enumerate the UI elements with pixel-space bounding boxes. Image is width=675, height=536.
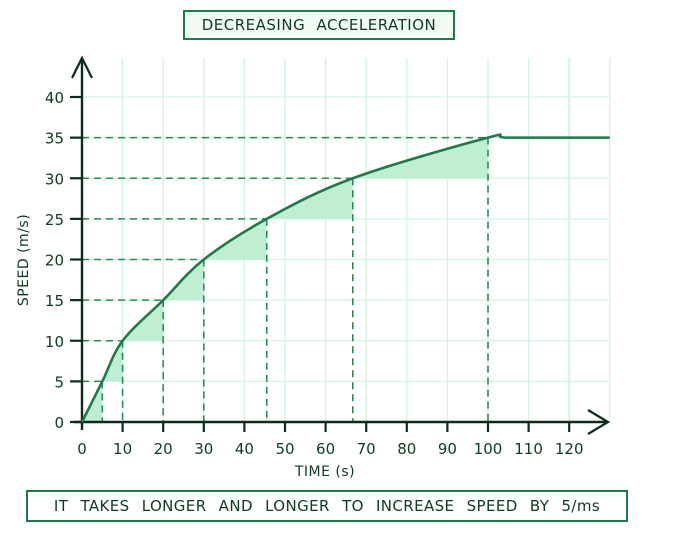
x-tick-label: 80 [397, 440, 416, 458]
y-axis-arrow-icon [71, 55, 93, 79]
x-tick-label: 70 [357, 440, 376, 458]
x-tick-label: 100 [474, 440, 503, 458]
y-tick-label: 25 [45, 211, 64, 229]
y-axis-label: SPEED (m/s) [16, 214, 32, 306]
x-tick-label: 50 [275, 440, 294, 458]
axes [70, 55, 611, 435]
x-tick-label: 60 [316, 440, 335, 458]
y-tick-label: 35 [45, 130, 64, 148]
y-tick-label: 10 [45, 333, 64, 351]
x-tick-label: 20 [154, 440, 173, 458]
dashed-guide-lines [82, 136, 489, 422]
x-tick-label: 0 [77, 440, 87, 458]
y-tick-label: 30 [45, 170, 64, 188]
grid-lines [82, 58, 611, 422]
x-axis-label: TIME (s) [294, 464, 355, 480]
x-tick-label: 40 [235, 440, 254, 458]
y-tick-label: 5 [54, 373, 64, 391]
chart-title: DECREASING ACCELERATION [183, 10, 455, 40]
x-tick-label: 90 [438, 440, 457, 458]
y-tick-label: 20 [45, 252, 64, 270]
x-tick-label: 110 [514, 440, 543, 458]
x-tick-label: 120 [555, 440, 584, 458]
x-axis-arrow-icon [587, 409, 611, 435]
speed-curve [80, 133, 610, 423]
speed-line [80, 133, 610, 423]
caption: IT TAKES LONGER AND LONGER TO INCREASE S… [26, 490, 628, 522]
y-tick-label: 0 [54, 414, 64, 432]
y-tick-label: 15 [45, 292, 64, 310]
x-tick-label: 30 [194, 440, 213, 458]
x-tick-label: 10 [113, 440, 132, 458]
tick-labels: 0 10 20 30 40 50 60 70 80 90 100 110 120 0 5 10 15 20 25 30… [16, 89, 584, 480]
y-tick-label: 40 [45, 89, 64, 107]
